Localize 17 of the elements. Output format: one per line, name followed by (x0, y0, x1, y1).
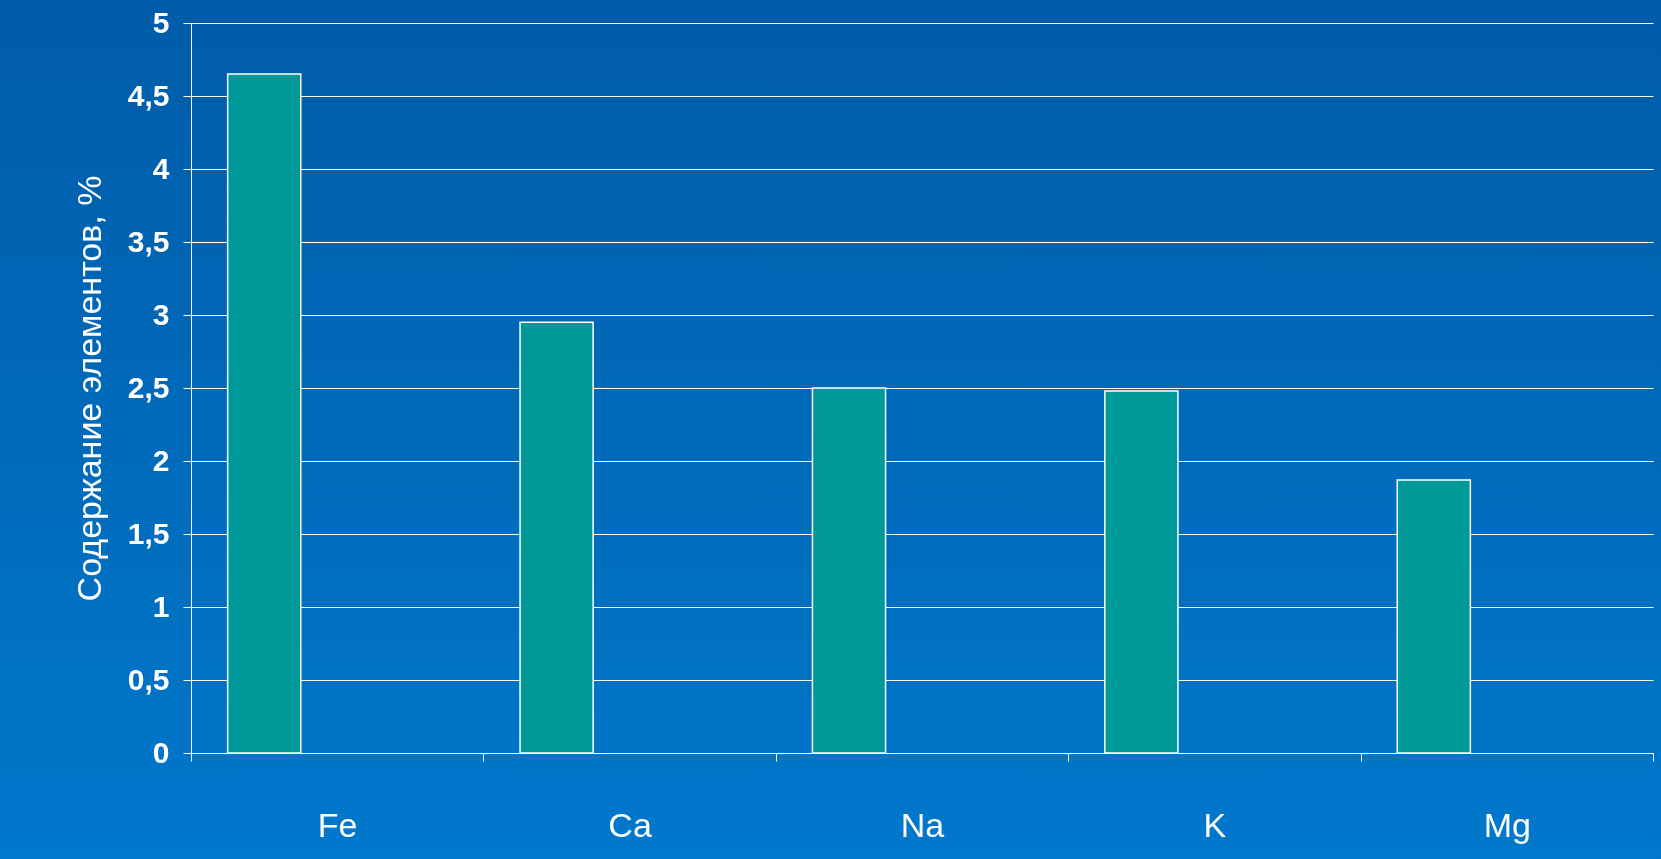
y-tick-label: 1,5 (127, 516, 170, 550)
y-tick-label: 0 (152, 735, 170, 769)
x-tick-label: K (1203, 805, 1227, 844)
x-tick-label: Ca (608, 805, 652, 844)
y-tick-label: 4 (152, 151, 170, 185)
y-tick-label: 0,5 (127, 662, 170, 696)
y-axis-title: Содержание элементов, % (69, 175, 108, 602)
y-tick-label: 2 (152, 443, 170, 477)
y-tick-label: 3,5 (127, 224, 170, 258)
y-tick-label: 5 (152, 5, 170, 39)
y-tick-label: 2,5 (127, 370, 170, 404)
x-tick-label: Fe (317, 805, 358, 844)
x-tick-label: Na (900, 805, 945, 844)
x-tick-label: Mg (1483, 805, 1531, 844)
y-tick-label: 4,5 (127, 78, 170, 112)
y-tick-label: 3 (152, 297, 170, 331)
y-tick-label: 1 (152, 589, 170, 623)
